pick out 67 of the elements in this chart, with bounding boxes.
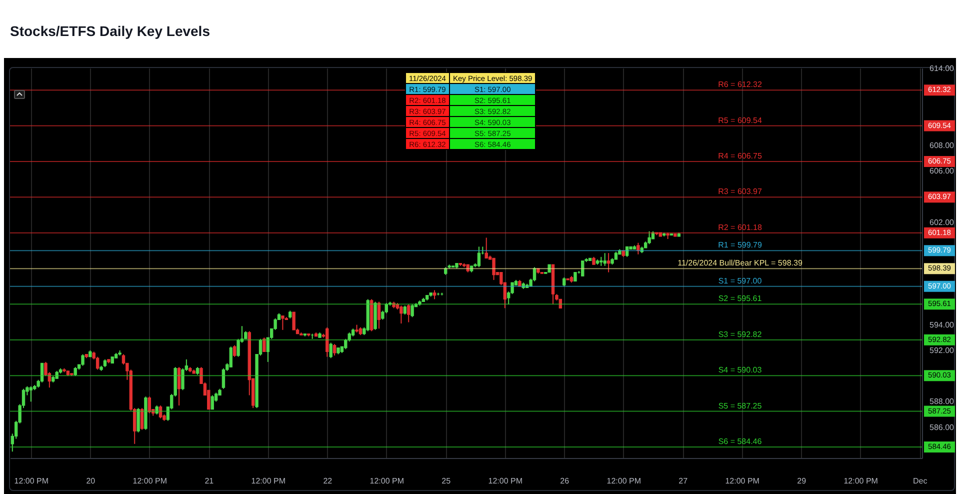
candlestick — [625, 246, 629, 258]
candlestick — [410, 304, 414, 318]
ref-line-label: S3 = 592.82 — [718, 330, 762, 339]
y-tick-label: 592.00 — [930, 346, 955, 355]
ref-line-label: S1 = 597.00 — [718, 276, 762, 286]
x-tick-label: 12:00 PM — [488, 476, 523, 486]
x-tick-label: 26 — [560, 476, 570, 486]
ref-line-label: R5 = 609.54 — [718, 116, 762, 125]
x-tick-label: 22 — [323, 476, 333, 486]
candlestick — [407, 304, 410, 323]
chart-title: Stocks/ETFS Daily Key Levels — [10, 23, 210, 39]
candlestick — [292, 311, 296, 330]
candlestick — [492, 258, 496, 280]
y-tick-label: 602.00 — [930, 218, 955, 227]
y-tick-label: 608.00 — [930, 140, 955, 150]
x-tick-label: 12:00 PM — [370, 476, 404, 486]
x-tick-label: 29 — [797, 476, 807, 486]
x-tick-label: 12:00 PM — [606, 476, 642, 486]
x-tick-label: 12:00 PM — [251, 476, 286, 486]
candlestick — [210, 394, 214, 410]
x-tick-label: 12:00 PM — [14, 476, 49, 486]
candlestick — [329, 342, 332, 359]
candlestick — [636, 242, 640, 255]
candlestick — [281, 315, 284, 330]
candlestick — [81, 354, 84, 366]
ref-line-label: R6 = 612.32 — [718, 80, 762, 90]
ref-line-label: R4 = 606.75 — [718, 152, 762, 160]
x-tick-label: Dec — [912, 476, 928, 486]
ref-line-label: 11/26/2024 Bull/Bear KPL = 598.39 — [678, 258, 803, 268]
candlestick — [484, 237, 488, 259]
candlestick — [29, 386, 33, 402]
ref-line-label: S6 = 584.46 — [718, 436, 762, 446]
candlestick — [232, 344, 236, 358]
candlestick — [326, 326, 329, 358]
candlestick — [400, 305, 403, 324]
ref-line-label: R3 = 603.97 — [718, 187, 762, 196]
candlestick — [603, 252, 606, 266]
candlestick — [581, 260, 584, 277]
y-tick-label: 586.00 — [930, 422, 955, 432]
x-tick-label: 12:00 PM — [725, 476, 760, 486]
candlestick — [177, 366, 181, 406]
candlestick — [136, 408, 140, 433]
x-tick-label: 27 — [678, 476, 688, 486]
x-tick-label: 12:00 PM — [132, 476, 168, 486]
candlestick — [332, 344, 336, 356]
ref-line-label: R2 = 601.18 — [718, 222, 762, 232]
ref-line-label: S2 = 595.61 — [718, 294, 762, 304]
candlestick — [148, 396, 152, 414]
y-tick-label: 594.00 — [930, 320, 955, 330]
y-tick-label: 588.00 — [930, 397, 955, 406]
candlestick — [377, 301, 381, 330]
candlestick — [606, 252, 610, 273]
x-tick-label: 20 — [86, 476, 96, 486]
x-tick-label: 12:00 PM — [844, 476, 878, 486]
ref-line-label: S4 = 590.03 — [718, 366, 762, 375]
ref-line-label: S5 = 587.25 — [718, 401, 762, 410]
ref-line-label: R1 = 599.79 — [718, 240, 762, 250]
x-tick-label: 25 — [442, 476, 452, 486]
x-tick-label: 21 — [204, 476, 214, 486]
candlestick — [140, 408, 144, 430]
candlestick — [229, 346, 232, 368]
candlestick — [477, 246, 481, 268]
candlestick — [158, 404, 162, 419]
y-tick-label: 606.00 — [930, 166, 955, 176]
y-tick-label: 614.00 — [930, 64, 955, 74]
candlestick — [648, 230, 651, 245]
candlestick — [262, 337, 266, 352]
